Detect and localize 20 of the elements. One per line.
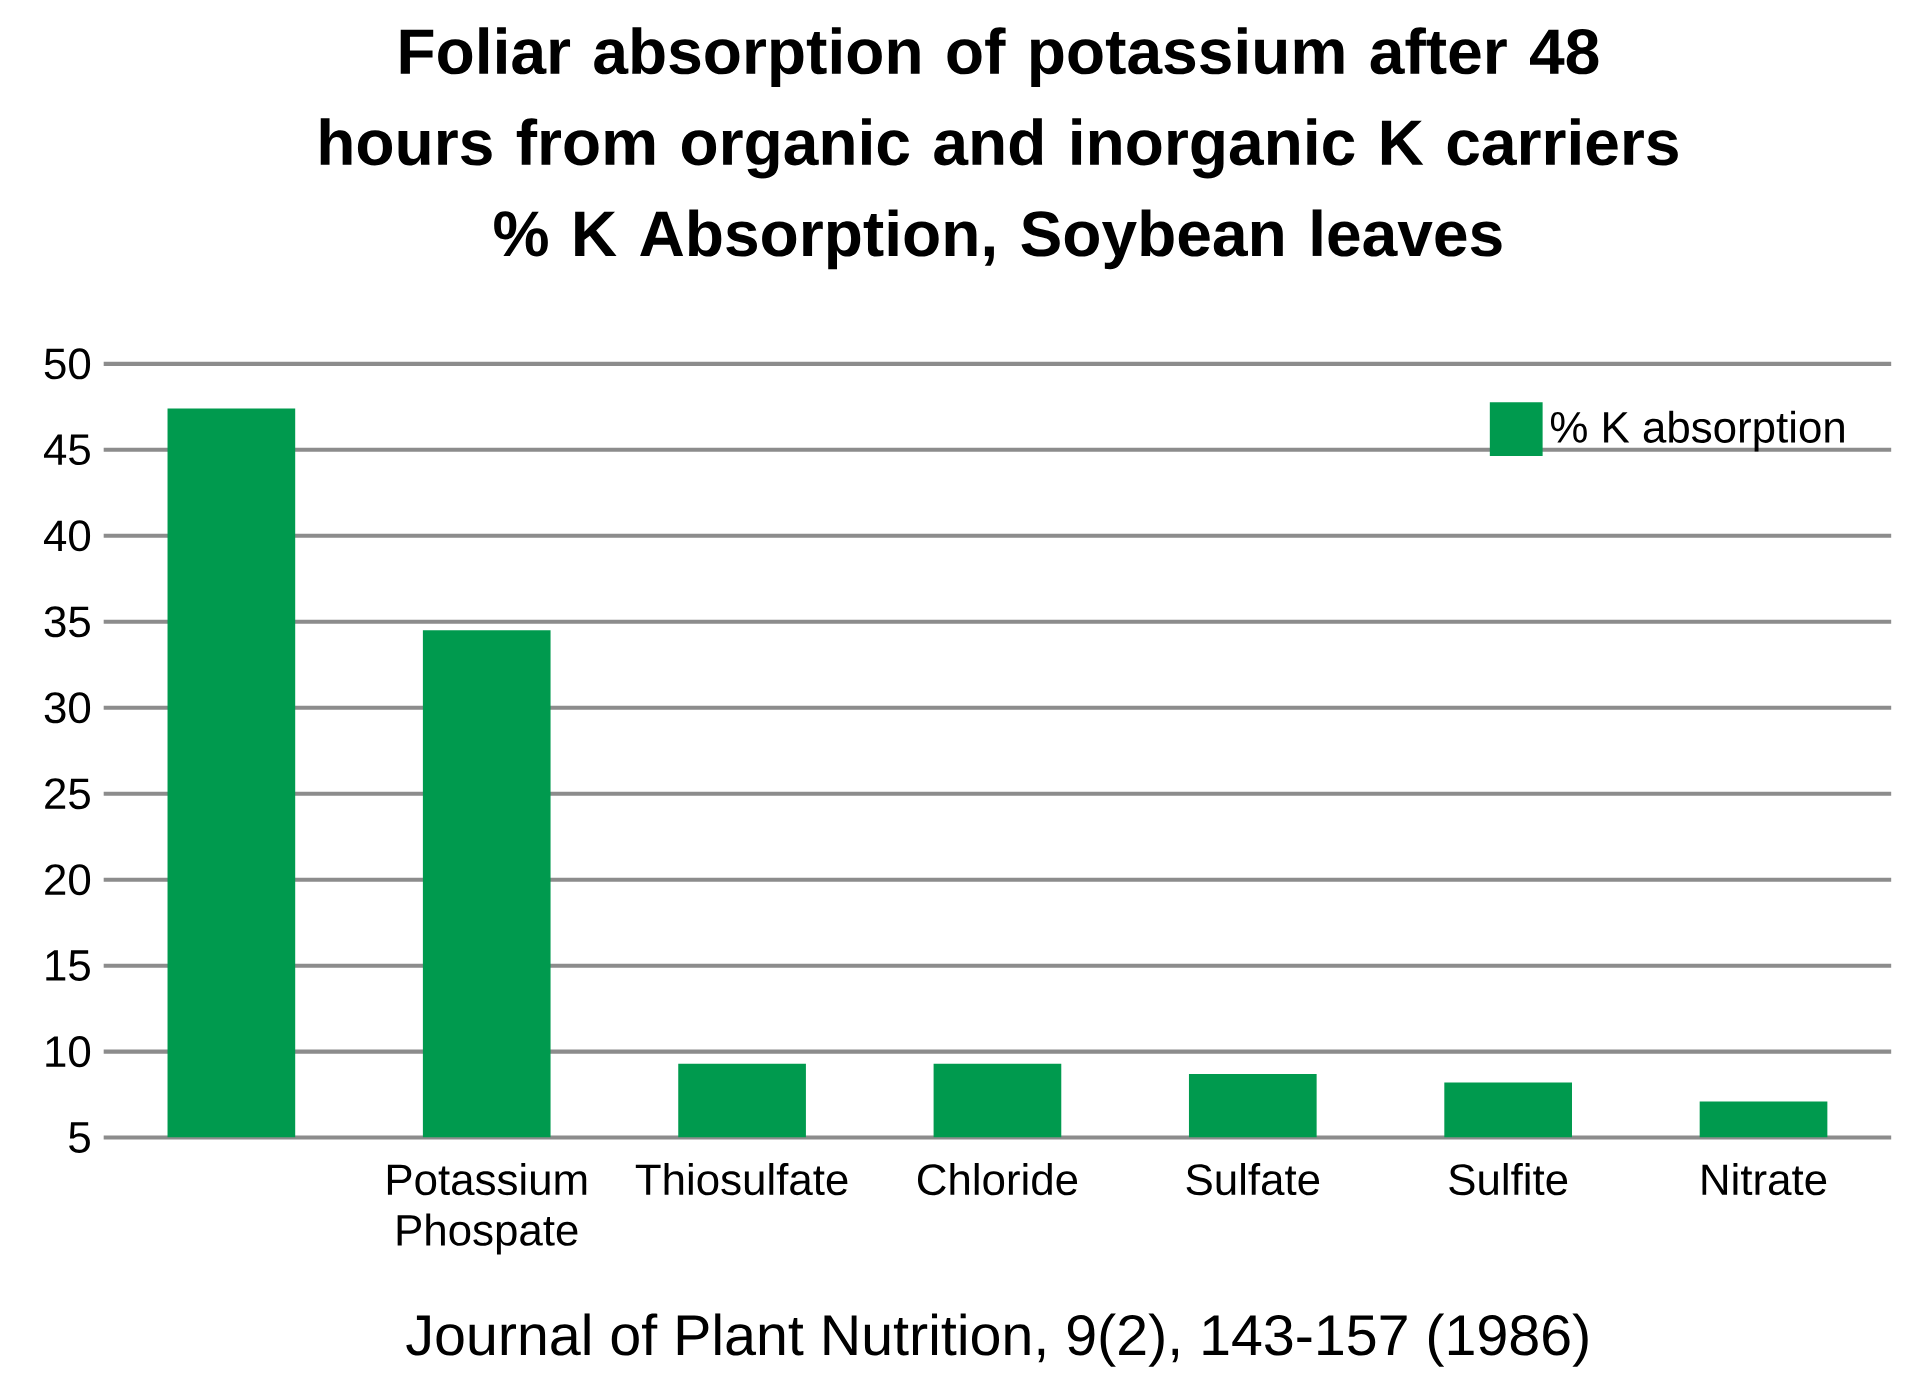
y-tick-label: 20	[45, 864, 91, 896]
x-tick-label: Chloride	[917, 1163, 1078, 1196]
x-tick-label: Nitrate	[1702, 1163, 1827, 1196]
x-tick-label: Sulfite	[1449, 1163, 1568, 1196]
y-tick-label: 30	[44, 692, 91, 724]
text: Journal of Plant Nutrition, 9(2), 143-157 (1986)	[406, 1313, 1588, 1367]
y-tick-label: 45	[43, 434, 90, 466]
chart-title: Foliar absorption of potassium after 48 hours from organic and inorganic K carriers	[320, 27, 1678, 179]
y-tick-label: 35	[44, 606, 90, 638]
y-tick-label: 50	[44, 348, 91, 380]
y-tick-label: 40	[43, 520, 91, 552]
y-tick-label: 25	[45, 778, 90, 810]
x-tick-label: Sulfate	[1186, 1163, 1320, 1196]
legend-label: % K absorption	[1550, 410, 1844, 452]
chart-subtitle: % K Absorption, Soybean leaves	[494, 209, 1502, 270]
x-tick-label: Thiosulfate	[635, 1163, 848, 1196]
y-tick-label: 10	[46, 1036, 91, 1068]
y-tick-label: 5	[69, 1122, 90, 1153]
y-tick-label: 15	[46, 950, 90, 981]
x-tick-label: Potassium Phospate	[387, 1163, 587, 1255]
